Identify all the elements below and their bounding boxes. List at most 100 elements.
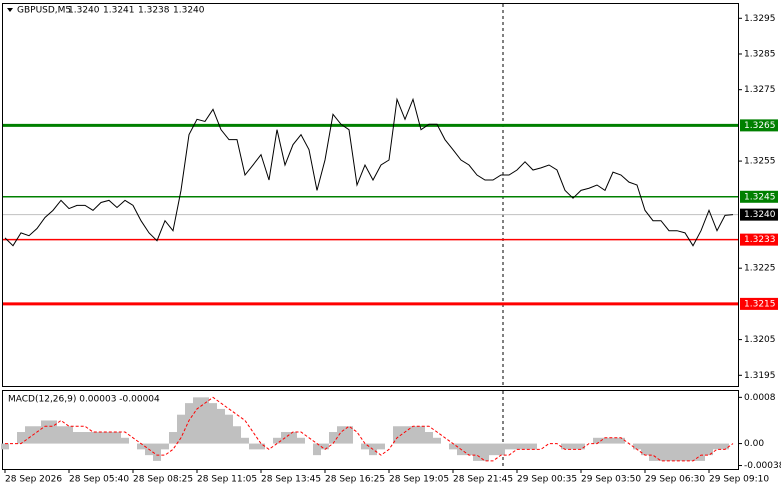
macd-bar [225,414,233,444]
macd-bar [513,443,521,450]
level-label: 1.3233 [744,235,776,245]
macd-bar [401,426,409,444]
y-tick-label: 1.3295 [744,14,776,24]
macd-bar [361,443,369,450]
macd-bar [449,443,457,450]
macd-bar [465,443,473,456]
level-label-bg [740,190,778,203]
macd-title: MACD(12,26,9) 0.00003 -0.00004 [8,395,160,405]
macd-bar [73,432,81,444]
y-tick-label: 1.3205 [744,335,776,345]
macd-bar [177,414,185,444]
macd-bar [121,437,129,444]
macd-bar [201,397,209,444]
macd-bar [473,443,481,461]
macd-bar [57,426,65,444]
ohlc-low: 1.3238 [138,6,170,16]
x-tick-label: 29 Sep 00:35 [517,475,577,485]
macd-bar [169,432,177,444]
macd-bar [241,437,249,444]
macd-bar [17,432,25,444]
macd-bar [329,432,337,444]
menu-icon[interactable] [7,8,13,12]
macd-bar [193,397,201,444]
level-label: 1.3215 [744,299,776,309]
macd-bar [721,443,729,450]
x-tick-label: 28 Sep 19:05 [389,475,449,485]
y-tick-label: 1.3255 [744,157,776,167]
signal-line [5,396,734,462]
x-tick-label: 28 Sep 05:40 [69,475,129,485]
level-label: 1.3245 [744,192,776,202]
level-label-bg [740,297,778,310]
macd-bar [665,443,673,461]
macd-bar [97,432,105,444]
macd-bar [297,437,305,444]
last-price-bg [740,208,778,221]
y-tick-label: 1.3225 [744,264,776,274]
y-tick-label: 1.3285 [744,49,776,59]
x-tick-label: 28 Sep 16:25 [325,475,385,485]
macd-bar [713,443,721,450]
x-tick-label: 28 Sep 13:45 [261,475,321,485]
macd-bar [593,437,601,444]
macd-bar [161,443,169,450]
macd-bar [105,432,113,444]
macd-bar [257,443,265,450]
macd-bar [689,443,697,461]
macd-bar [601,437,609,444]
macd-bar [481,443,489,461]
symbol: GBPUSD,M5 [17,6,71,16]
ohlc-close: 1.3240 [173,6,205,16]
macd-bar [137,443,145,450]
macd-bar [705,443,713,456]
macd-bar [417,426,425,444]
macd-bar [673,443,681,461]
x-tick-label: 28 Sep 2026 [5,475,62,485]
macd-bar [577,443,585,450]
macd-bar [289,432,297,444]
macd-bar [313,443,321,456]
macd-bar [321,443,329,450]
price-line [4,97,734,247]
macd-bar [393,426,401,444]
x-tick-label: 28 Sep 21:45 [453,475,513,485]
macd-bar [337,426,345,444]
y-tick-label: 0.00 [744,439,764,449]
macd-bar [273,437,281,444]
macd-bar [25,426,33,444]
macd-bar [641,443,649,456]
x-tick-label: 29 Sep 03:50 [581,475,641,485]
macd-bar [433,437,441,444]
ohlc-open: 1.3240 [68,6,100,16]
macd-bar [113,432,121,444]
macd-bar [529,443,537,450]
macd-bar [521,443,529,450]
macd-bar [49,420,57,444]
macd-bar [217,408,225,444]
macd-bar [345,426,353,444]
x-tick-label: 29 Sep 09:10 [709,475,769,485]
macd-bar [681,443,689,461]
macd-bar [657,443,665,461]
last-price-label: 1.3240 [744,210,776,220]
macd-bar [697,443,705,461]
macd-bar [1,443,9,450]
price-panel [2,3,739,387]
macd-bar [425,432,433,444]
macd-bar [65,426,73,444]
level-label-bg [740,119,778,132]
macd-bar [649,443,657,461]
y-tick-label: 0.0008 [744,393,776,403]
macd-bar [249,443,257,450]
x-tick-label: 29 Sep 06:30 [645,475,705,485]
macd-bar [33,426,41,444]
macd-bar [617,437,625,444]
x-tick-label: 28 Sep 08:25 [133,475,193,485]
y-tick-label: 1.3195 [744,371,776,381]
macd-bar [505,443,513,450]
macd-bar [633,443,641,450]
macd-bar [89,432,97,444]
